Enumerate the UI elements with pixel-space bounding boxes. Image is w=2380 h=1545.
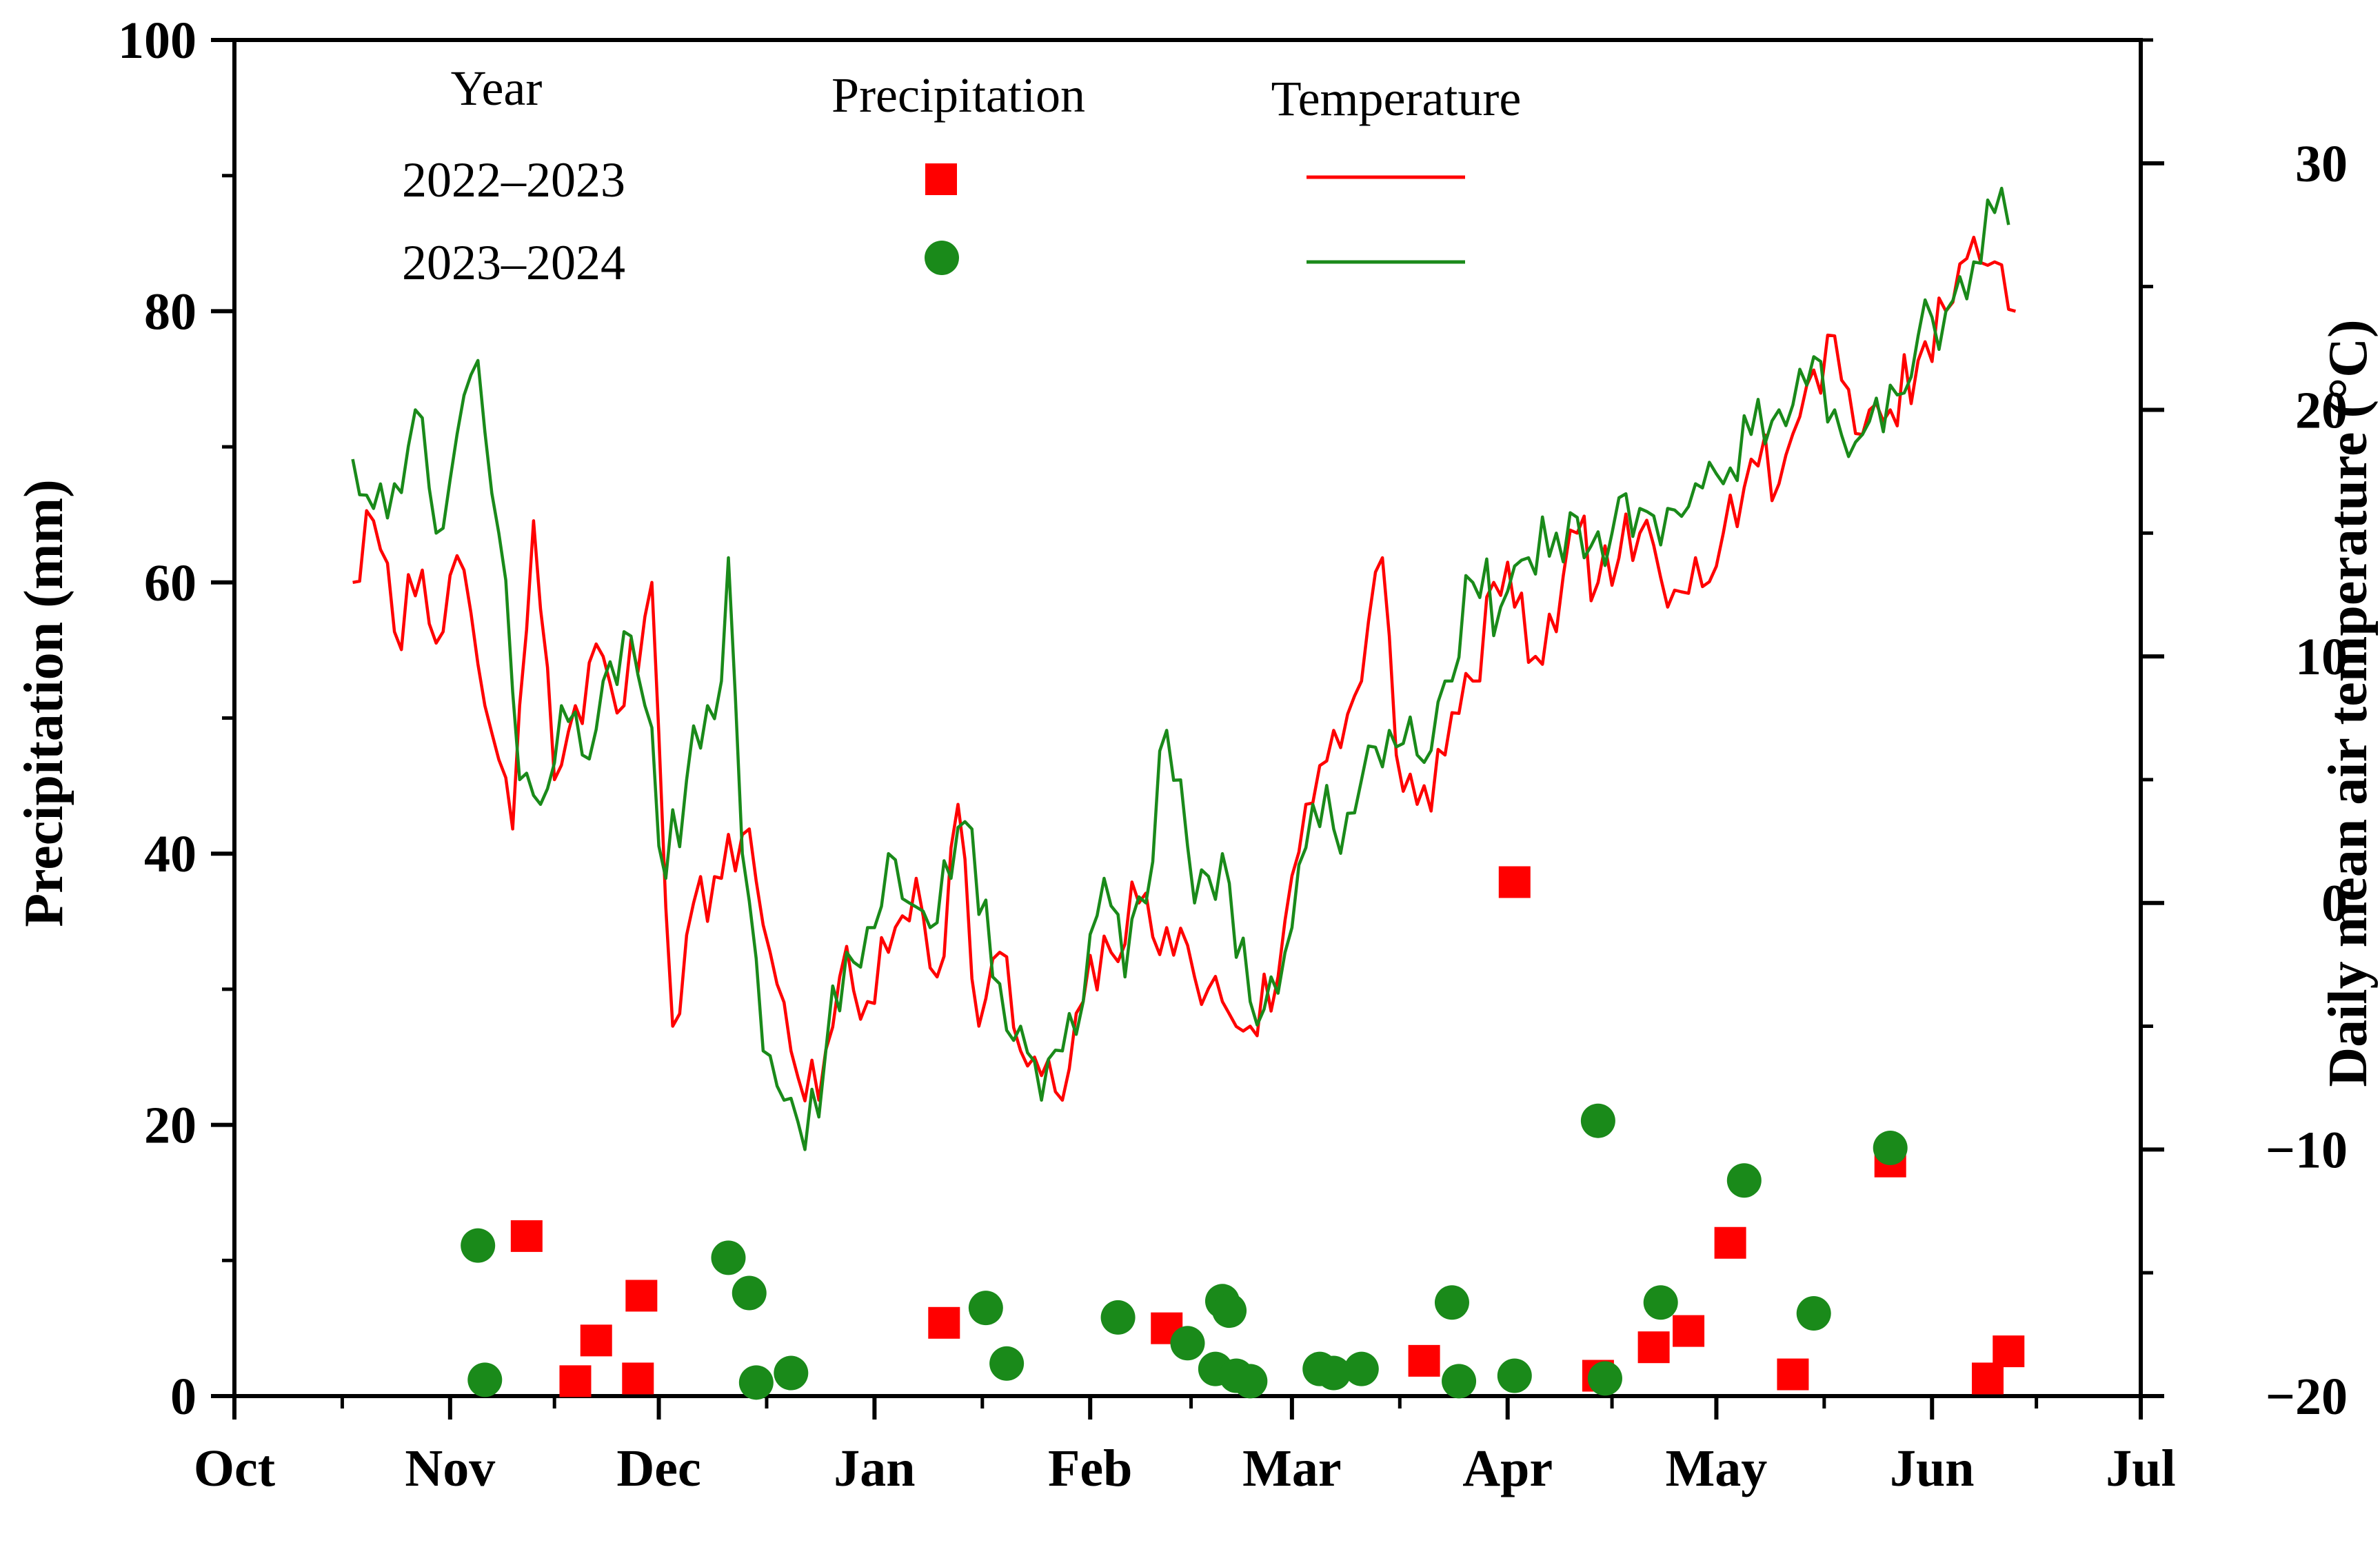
y-right-tick-label--20: −20 [2266, 1368, 2348, 1426]
precip-point-2023-2024 [738, 1365, 774, 1400]
precip-point-2023-2024 [1580, 1103, 1615, 1138]
legend-header-precipitation: Precipitation [831, 68, 1085, 123]
x-tick-label-dec: Dec [616, 1440, 700, 1497]
legend-marker-square-2022-2023 [925, 163, 957, 195]
precip-point-2023-2024 [1587, 1361, 1622, 1396]
x-tick-label-apr: Apr [1462, 1440, 1553, 1497]
precip-point-2023-2024 [1344, 1351, 1379, 1386]
precip-point-2022-2023 [1637, 1331, 1670, 1364]
y-left-tick-label-60: 60 [144, 554, 196, 612]
y-left-tick-label-40: 40 [144, 825, 196, 883]
precip-point-2023-2024 [1233, 1364, 1268, 1399]
x-tick-label-nov: Nov [405, 1440, 495, 1497]
x-tick-label-feb: Feb [1048, 1440, 1132, 1497]
x-tick-label-may: May [1666, 1440, 1768, 1497]
precip-point-2023-2024 [1873, 1131, 1908, 1166]
precip-point-2023-2024 [968, 1291, 1003, 1326]
y-right-tick-label-30: 30 [2295, 135, 2348, 193]
precip-point-2022-2023 [1408, 1344, 1440, 1377]
tick-labels: Oct Nov Dec Jan Feb Mar Apr May Jun Jul 0 20 40 60 80 1… [118, 12, 2348, 1497]
precip-point-2023-2024 [1497, 1358, 1532, 1393]
y-right-tick-label-10: 10 [2295, 628, 2348, 686]
y-left-tick-label-100: 100 [118, 12, 196, 70]
precip-point-2022-2023 [622, 1362, 654, 1395]
legend: Year Precipitation Temperature 2022–2023… [402, 61, 1521, 290]
precip-point-2023-2024 [732, 1275, 767, 1311]
precip-point-2023-2024 [989, 1346, 1025, 1381]
temperature-line-0 [352, 235, 2016, 1102]
precip-point-2023-2024 [1434, 1285, 1469, 1320]
y-left-tick-label-80: 80 [144, 283, 196, 341]
precip-point-2023-2024 [1316, 1355, 1351, 1391]
precip-point-2022-2023 [1498, 866, 1531, 898]
precip-point-2023-2024 [467, 1362, 503, 1397]
precip-point-2022-2023 [1993, 1335, 2025, 1368]
precip-point-2022-2023 [1777, 1358, 1809, 1391]
precip-point-2022-2023 [1714, 1226, 1746, 1259]
precip-point-2022-2023 [1673, 1315, 1705, 1347]
x-tick-label-oct: Oct [194, 1440, 275, 1497]
precip-point-2022-2023 [510, 1220, 543, 1252]
precip-point-2023-2024 [1100, 1300, 1136, 1335]
axis-ticks [211, 38, 2164, 1420]
y-right-tick-label-0: 0 [2321, 875, 2348, 933]
precip-point-2023-2024 [1170, 1326, 1205, 1361]
precip-point-2023-2024 [774, 1355, 809, 1391]
precip-point-2023-2024 [461, 1228, 496, 1263]
precip-point-2023-2024 [711, 1240, 746, 1275]
precip-point-2023-2024 [1796, 1296, 1831, 1331]
y-left-tick-label-20: 20 [144, 1097, 196, 1155]
precip-point-2022-2023 [559, 1365, 592, 1397]
precip-point-2023-2024 [1212, 1293, 1247, 1329]
legend-label-2022-2023: 2022–2023 [402, 152, 625, 208]
precip-point-2022-2023 [1971, 1362, 2004, 1395]
temperature-line-1 [351, 186, 2010, 1151]
precip-point-2022-2023 [625, 1280, 658, 1312]
legend-marker-circle-2023-2024 [925, 241, 959, 275]
precip-point-2022-2023 [928, 1306, 960, 1339]
y-left-tick-label-0: 0 [170, 1368, 196, 1426]
y-axis-left-title: Precipitation (mm) [14, 479, 74, 927]
x-tick-label-jul: Jul [2106, 1440, 2175, 1497]
x-tick-label-jan: Jan [834, 1440, 915, 1497]
precip-point-2023-2024 [1726, 1163, 1762, 1198]
legend-label-2023-2024: 2023–2024 [402, 235, 625, 290]
x-tick-label-jun: Jun [1890, 1440, 1975, 1497]
x-tick-label-mar: Mar [1242, 1440, 1341, 1497]
precip-point-2023-2024 [1643, 1285, 1678, 1320]
temperature-series [351, 186, 2016, 1151]
y-axis-right-title: Daily mean air temperature (°C) [2318, 319, 2379, 1087]
precipitation-series [461, 866, 2025, 1400]
precip-point-2022-2023 [580, 1324, 612, 1357]
y-right-tick-label-20: 20 [2295, 381, 2348, 439]
precip-point-2023-2024 [1442, 1364, 1477, 1399]
legend-header-year: Year [451, 61, 543, 116]
y-right-tick-label--10: −10 [2266, 1121, 2348, 1179]
legend-header-temperature: Temperature [1271, 71, 1522, 126]
